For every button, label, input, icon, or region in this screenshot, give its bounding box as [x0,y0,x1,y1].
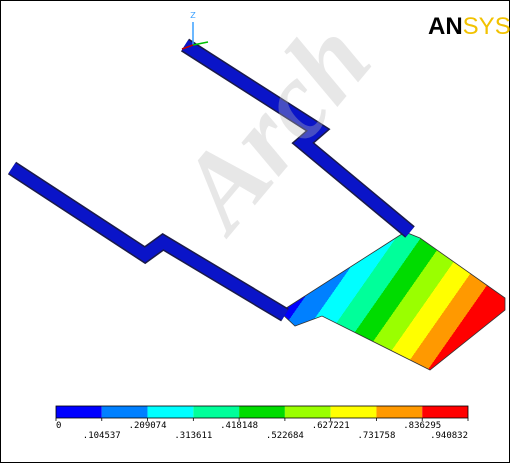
legend-label: .418148 [220,421,258,431]
legend-swatch [285,406,331,418]
legend-label: .627221 [312,421,350,431]
legend-label: .731758 [357,431,395,441]
logo-light: SYS [463,13,510,40]
legend-swatch [102,406,148,418]
legend-label: .940832 [430,431,468,441]
legend-swatch [148,406,194,418]
legend-label: .836295 [403,421,441,431]
legend-swatch [376,406,422,418]
axis-label: Z [190,11,196,20]
legend-label: .522684 [266,431,304,441]
legend-label: .209074 [129,421,167,431]
legend-label: .313611 [174,431,212,441]
legend-swatch [239,406,285,418]
contour-view: Z Arch ANSYS 0.104537.209074.313611.4181… [0,0,510,463]
logo-dark: AN [428,13,463,40]
legend-swatch [331,406,377,418]
legend-swatch [422,406,468,418]
logo: ANSYS [428,13,510,40]
legend-label: 0 [56,421,61,431]
legend-swatch [193,406,239,418]
legend-swatch [56,406,102,418]
legend-label: .104537 [83,431,121,441]
